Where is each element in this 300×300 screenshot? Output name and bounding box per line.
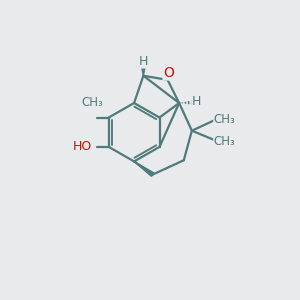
Polygon shape	[141, 64, 146, 76]
Text: CH₃: CH₃	[214, 113, 236, 126]
Text: H: H	[192, 95, 201, 108]
Text: CH₃: CH₃	[82, 97, 104, 110]
Text: HO: HO	[73, 140, 92, 153]
Text: CH₃: CH₃	[214, 135, 236, 148]
Text: O: O	[163, 66, 174, 80]
Text: H: H	[139, 55, 148, 68]
Polygon shape	[134, 161, 154, 176]
